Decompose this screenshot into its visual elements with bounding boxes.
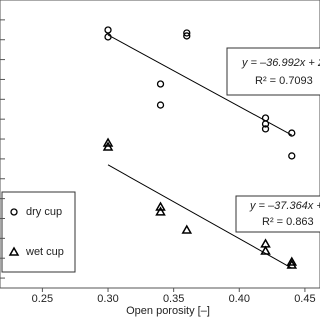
legend xyxy=(1,191,76,273)
point xyxy=(183,29,191,37)
point xyxy=(155,206,166,216)
legend-marker xyxy=(8,246,20,256)
x-axis-label: Open porosity [–] xyxy=(126,305,210,317)
point xyxy=(102,137,114,147)
point xyxy=(104,33,112,41)
point xyxy=(155,201,166,211)
x-tick-label: 0.45 xyxy=(294,293,315,305)
equation-box xyxy=(235,195,320,233)
equation-box xyxy=(226,47,320,96)
legend-marker xyxy=(10,208,18,216)
legend-label: dry cup xyxy=(26,206,62,218)
point xyxy=(286,256,298,266)
point xyxy=(288,152,296,160)
point xyxy=(181,224,193,234)
point xyxy=(261,125,270,133)
point xyxy=(288,129,296,137)
point xyxy=(183,32,191,40)
x-tick-label: 0.40 xyxy=(229,293,250,305)
point xyxy=(286,259,298,269)
r-squared: R² = 0.7093 xyxy=(255,75,313,87)
point xyxy=(102,141,114,151)
point xyxy=(156,80,165,88)
equation: y = –36.992x + 27.7 xyxy=(241,57,320,69)
legend-label: wet cup xyxy=(25,246,64,258)
point xyxy=(261,120,270,128)
trend-line xyxy=(107,34,293,136)
point xyxy=(104,26,112,34)
r-squared: R² = 0.863 xyxy=(262,216,314,228)
x-tick-label: 0.30 xyxy=(97,293,118,305)
trend-line xyxy=(107,164,293,269)
x-tick-label: 0.25 xyxy=(32,293,53,305)
point xyxy=(260,245,271,255)
equation: y = –37.364x + 3 xyxy=(249,200,320,212)
x-tick-label: 0.35 xyxy=(163,293,184,305)
point xyxy=(156,101,165,109)
